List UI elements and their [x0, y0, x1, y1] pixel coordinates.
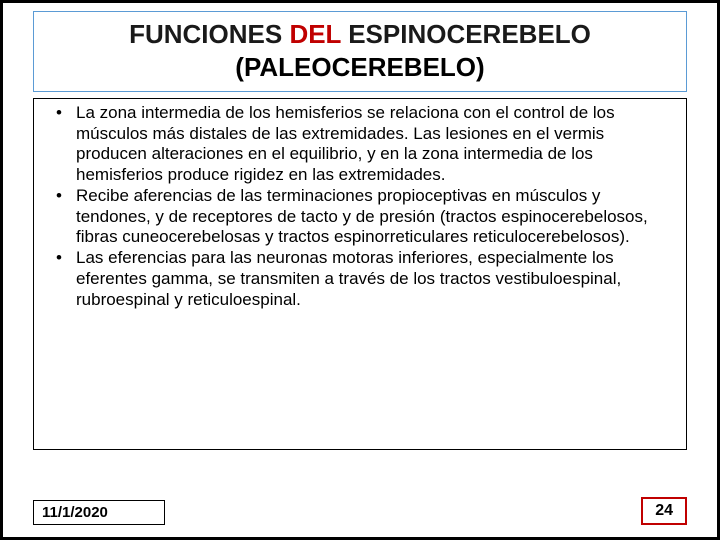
list-item: Las eferencias para las neuronas motoras…: [48, 248, 672, 310]
bullet-list: La zona intermedia de los hemisferios se…: [48, 103, 672, 310]
list-item: La zona intermedia de los hemisferios se…: [48, 103, 672, 186]
footer-page: 24: [641, 497, 687, 525]
title-line-1: FUNCIONES DEL ESPINOCEREBELO: [44, 18, 676, 51]
content-box: La zona intermedia de los hemisferios se…: [33, 98, 687, 450]
title-prefix: FUNCIONES: [129, 19, 289, 49]
footer-date: 11/1/2020: [33, 500, 165, 525]
list-item: Recibe aferencias de las terminaciones p…: [48, 186, 672, 248]
title-line-2: (PALEOCEREBELO): [44, 51, 676, 84]
title-box: FUNCIONES DEL ESPINOCEREBELO (PALEOCEREB…: [33, 11, 687, 92]
title-suffix: ESPINOCEREBELO: [341, 19, 591, 49]
title-accent: DEL: [289, 19, 341, 49]
